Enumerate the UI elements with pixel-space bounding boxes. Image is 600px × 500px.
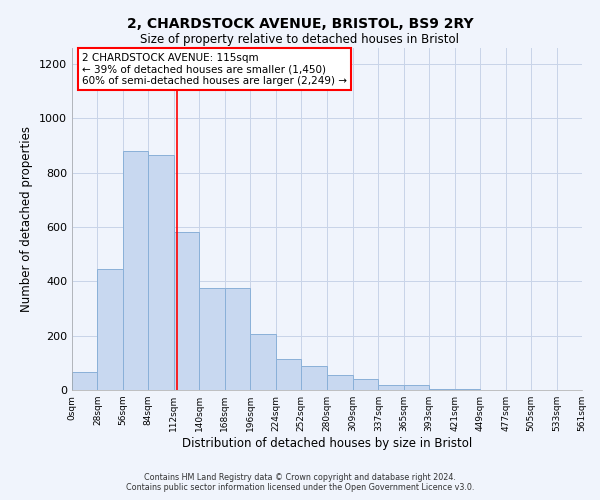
X-axis label: Distribution of detached houses by size in Bristol: Distribution of detached houses by size … — [182, 437, 472, 450]
Bar — [123, 151, 148, 390]
Text: 2 CHARDSTOCK AVENUE: 115sqm
← 39% of detached houses are smaller (1,450)
60% of : 2 CHARDSTOCK AVENUE: 115sqm ← 39% of det… — [82, 52, 347, 86]
Text: Size of property relative to detached houses in Bristol: Size of property relative to detached ho… — [140, 32, 460, 46]
Y-axis label: Number of detached properties: Number of detached properties — [20, 126, 34, 312]
Bar — [148, 155, 174, 390]
Bar — [455, 389, 480, 390]
Bar — [199, 288, 225, 390]
Bar — [379, 384, 404, 390]
Text: 2, CHARDSTOCK AVENUE, BRISTOL, BS9 2RY: 2, CHARDSTOCK AVENUE, BRISTOL, BS9 2RY — [127, 18, 473, 32]
Bar — [225, 288, 250, 390]
Bar — [326, 374, 353, 390]
Text: Contains HM Land Registry data © Crown copyright and database right 2024.
Contai: Contains HM Land Registry data © Crown c… — [126, 473, 474, 492]
Bar — [429, 388, 455, 390]
Bar — [353, 378, 379, 390]
Bar — [404, 385, 429, 390]
Bar — [174, 232, 199, 390]
Bar — [275, 358, 301, 390]
Bar — [97, 269, 123, 390]
Bar — [72, 372, 97, 390]
Bar — [250, 334, 275, 390]
Bar — [301, 366, 326, 390]
